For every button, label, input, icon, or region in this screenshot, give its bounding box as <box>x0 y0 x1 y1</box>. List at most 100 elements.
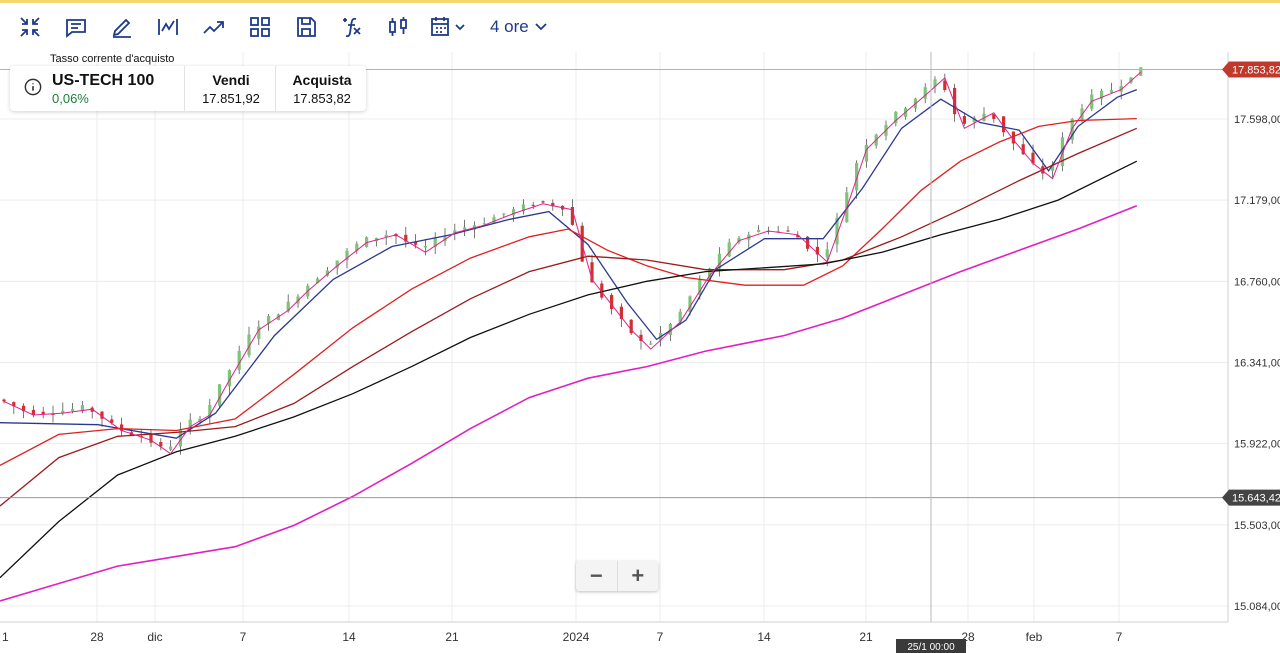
moving-average-red <box>0 117 1137 466</box>
info-icon[interactable] <box>24 78 42 96</box>
candle-body <box>22 405 26 412</box>
candle-body <box>110 419 114 423</box>
candle-body <box>698 279 702 295</box>
candle-body <box>590 262 594 283</box>
candle-body <box>717 253 721 269</box>
candle-body <box>159 441 163 447</box>
pencil-icon[interactable] <box>108 13 136 41</box>
candle-body <box>247 334 251 356</box>
candle-body <box>80 405 84 412</box>
candle-body <box>41 411 45 415</box>
candle-body <box>325 270 329 276</box>
candle-body <box>1100 90 1104 99</box>
candle-body <box>708 268 712 281</box>
x-tick-label: 7 <box>657 630 664 644</box>
candle-body <box>384 234 388 238</box>
x-tick-label: 28 <box>90 630 104 644</box>
candle-body <box>570 207 574 225</box>
candle-body <box>120 424 124 431</box>
candle-body <box>237 350 241 371</box>
candle-body <box>169 446 173 450</box>
x-tick-label: feb <box>1026 630 1043 644</box>
x-tick-label: 7 <box>1116 630 1123 644</box>
cursor-time-tag-bg <box>896 639 966 653</box>
zoom-out-button[interactable]: − <box>576 561 618 591</box>
candle-body <box>678 311 682 322</box>
layout-icon[interactable] <box>246 13 274 41</box>
candle-body <box>492 217 496 224</box>
candle-body <box>218 384 222 406</box>
x-tick-label: 14 <box>757 630 771 644</box>
candle-body <box>1119 86 1123 92</box>
y-tick-label: 16.760,00 <box>1234 276 1280 288</box>
candle-body <box>531 204 535 206</box>
candle-body <box>335 260 339 269</box>
candle-body <box>639 334 643 342</box>
candle-body <box>972 117 976 123</box>
divider <box>275 66 276 111</box>
candle-body <box>502 213 506 215</box>
candle-body <box>404 234 408 242</box>
sell-label[interactable]: Vendi <box>212 72 250 88</box>
candle-body <box>619 306 623 319</box>
candle-body <box>482 223 486 225</box>
candle-body <box>453 230 457 234</box>
save-icon[interactable] <box>292 13 320 41</box>
candle-body <box>1011 131 1015 144</box>
candle-body <box>198 418 202 422</box>
zoom-controls: − + <box>576 561 658 591</box>
candle-body <box>992 114 996 119</box>
candle-body <box>1051 164 1055 171</box>
candle-body <box>1060 137 1064 167</box>
candle-body <box>796 235 800 238</box>
x-tick-label: 7 <box>240 630 247 644</box>
candle-body <box>1109 90 1113 93</box>
collapse-icon[interactable] <box>16 13 44 41</box>
buy-value[interactable]: 17.853,82 <box>293 91 351 106</box>
y-tick-label: 17.598,00 <box>1234 114 1280 126</box>
divider <box>184 66 185 111</box>
candle-body <box>149 433 153 443</box>
candle-body <box>414 241 418 245</box>
interval-label: 4 ore <box>490 17 529 36</box>
candle-body <box>286 301 290 312</box>
candle-body <box>815 246 819 255</box>
price-change: 0,06% <box>52 91 89 106</box>
candle-body <box>786 230 790 232</box>
quote-caption: Tasso corrente d'acquisto <box>50 53 175 65</box>
candle-body <box>835 217 839 245</box>
current-price-tag-bg <box>1222 61 1280 78</box>
candle-body <box>188 419 192 429</box>
comment-icon[interactable] <box>62 13 90 41</box>
candle-body <box>208 404 212 418</box>
candle-body <box>1021 144 1025 155</box>
trend-icon[interactable] <box>200 13 228 41</box>
zoom-in-button[interactable]: + <box>631 563 645 588</box>
candle-body <box>345 250 349 261</box>
candle-body <box>521 204 525 212</box>
candle-body <box>1129 77 1133 83</box>
candle-body <box>2 399 6 402</box>
chevron-down-icon <box>535 23 547 31</box>
top-accent-bar <box>0 0 1280 3</box>
buy-label[interactable]: Acquista <box>292 72 352 88</box>
function-icon[interactable] <box>338 13 366 41</box>
moving-average-fast <box>3 71 1142 455</box>
candle-body <box>463 227 467 230</box>
candle-body <box>316 278 320 284</box>
sell-value[interactable]: 17.851,92 <box>202 91 260 106</box>
candle-body <box>727 242 731 257</box>
interval-dropdown[interactable]: 4 ore <box>490 17 547 37</box>
y-tick-label: 15.922,00 <box>1234 439 1280 451</box>
calendar-icon[interactable] <box>428 13 468 41</box>
indicator-icon[interactable] <box>154 13 182 41</box>
candle-body <box>649 343 653 345</box>
candle-body <box>61 410 65 414</box>
cursor-price-tag-bg <box>1222 489 1280 506</box>
candle-body <box>688 296 692 312</box>
candle-body <box>962 116 966 124</box>
candles-icon[interactable] <box>384 13 412 41</box>
x-tick-label: 1 <box>2 630 9 644</box>
x-tick-label: 14 <box>342 630 356 644</box>
